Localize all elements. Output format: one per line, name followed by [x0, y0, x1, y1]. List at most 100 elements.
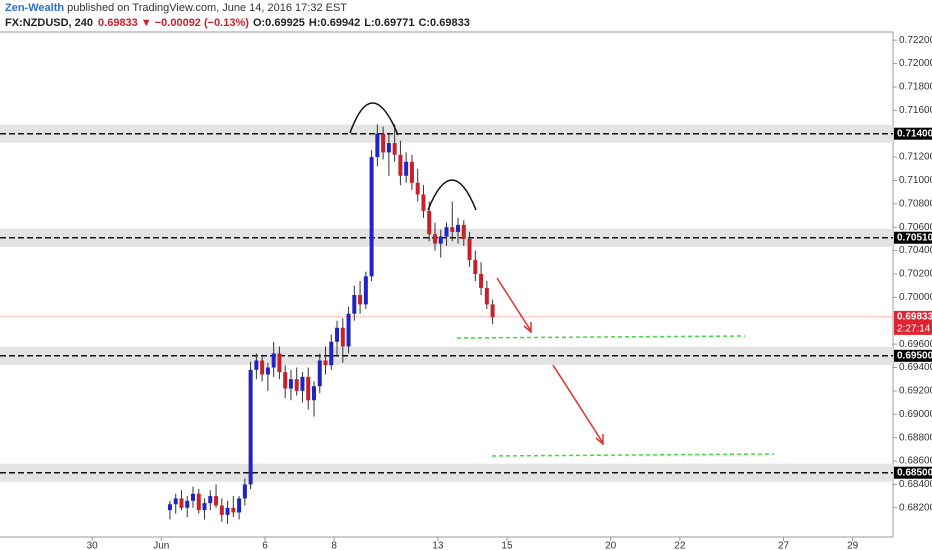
- candle-body: [352, 295, 357, 314]
- candle-body: [369, 157, 374, 277]
- level-label: 0.70510: [897, 232, 932, 243]
- candle-body: [386, 143, 391, 153]
- x-tick-label: 29: [847, 541, 859, 550]
- y-tick-label: 0.69400: [899, 362, 932, 373]
- header-line: Zen-Wealth published on TradingView.com,…: [5, 2, 347, 14]
- x-tick-label: 30: [87, 541, 99, 550]
- target-line: [456, 335, 746, 339]
- candle-body: [479, 273, 484, 289]
- y-tick-label: 0.69000: [899, 409, 932, 420]
- ohlc-line: FX:NZDUSD, 240 0.69833 ▼ −0.00092 (−0.13%)…: [5, 17, 470, 29]
- candle-body: [288, 379, 293, 389]
- author: Zen-Wealth: [5, 2, 64, 14]
- candle-body: [329, 341, 334, 366]
- candle-body: [358, 295, 363, 305]
- x-tick-label: 22: [674, 541, 686, 550]
- candle-body: [283, 372, 288, 389]
- y-tick-label: 0.70200: [899, 269, 932, 280]
- arrow-head: [523, 322, 532, 334]
- candle-body: [444, 227, 449, 237]
- y-tick-label: 0.70600: [899, 222, 932, 233]
- candle-body: [473, 259, 478, 274]
- price-label-box: [894, 310, 932, 335]
- candle-body: [317, 360, 322, 387]
- candle-body: [409, 161, 414, 183]
- candle-body: [294, 379, 299, 391]
- candle-body: [490, 304, 495, 318]
- x-tick-label: Jun: [153, 541, 169, 550]
- y-tick-label: 0.72200: [899, 35, 932, 46]
- candle-body: [323, 360, 328, 366]
- candle-body: [208, 496, 213, 504]
- y-tick-label: 0.71800: [899, 82, 932, 93]
- low: L:0.69771: [364, 17, 414, 29]
- candle-body: [173, 498, 178, 505]
- x-tick-label: 15: [501, 541, 513, 550]
- x-tick-label: 8: [331, 541, 337, 550]
- candle-body: [265, 367, 270, 375]
- candle-body: [427, 210, 432, 235]
- candle-body: [179, 498, 184, 508]
- x-tick-label: 13: [432, 541, 444, 550]
- candle-body: [346, 313, 351, 347]
- arrow-head: [595, 434, 604, 446]
- candle-body: [461, 224, 466, 239]
- candle-body: [242, 484, 247, 499]
- y-tick-label: 0.71600: [899, 105, 932, 116]
- candle-body: [335, 327, 340, 342]
- symbol: FX:NZDUSD, 240: [5, 17, 93, 29]
- published: published on TradingView.com, June 14, 2…: [64, 2, 347, 14]
- candle-body: [231, 507, 236, 513]
- candle-body: [375, 133, 380, 158]
- candle-body: [484, 288, 489, 305]
- candle-body: [311, 386, 316, 401]
- candle-body: [219, 505, 224, 515]
- candle-body: [254, 360, 259, 370]
- y-tick-label: 0.69200: [899, 386, 932, 397]
- candle-body: [306, 376, 311, 401]
- candle-body: [237, 498, 242, 513]
- target-line: [491, 453, 775, 457]
- candle-body: [398, 154, 403, 176]
- candle-body: [277, 353, 282, 373]
- y-tick-label: 0.70400: [899, 245, 932, 256]
- candle-body: [363, 276, 368, 305]
- high: H:0.69942: [309, 17, 360, 29]
- candle-body: [450, 227, 455, 232]
- x-tick-label: 27: [778, 541, 790, 550]
- candle-body: [415, 182, 420, 195]
- candle-body: [191, 493, 196, 501]
- close: C:0.69833: [418, 17, 469, 29]
- candle-body: [260, 360, 265, 375]
- level-label-box: [894, 127, 932, 140]
- arrow: [552, 364, 604, 444]
- level-label: 0.68500: [897, 467, 932, 478]
- open: O:0.69925: [253, 17, 305, 29]
- candle-body: [392, 143, 397, 155]
- x-tick-label: 20: [605, 541, 617, 550]
- candle-body: [196, 493, 201, 511]
- candle-body: [214, 496, 219, 506]
- candle-body: [202, 503, 207, 511]
- level-label-box: [894, 349, 932, 362]
- last: 0.69833: [98, 17, 138, 29]
- y-tick-label: 0.68200: [899, 502, 932, 513]
- y-tick-label: 0.72000: [899, 58, 932, 69]
- y-tick-label: 0.68600: [899, 456, 932, 467]
- level-label: 0.69500: [897, 350, 932, 361]
- change: ▼ −0.00092 (−0.13%): [141, 17, 249, 29]
- candle-body: [225, 507, 230, 515]
- x-tick-label: 6: [262, 541, 268, 550]
- candle-body: [381, 133, 386, 153]
- candle-body: [404, 161, 409, 176]
- candle-body: [271, 353, 276, 368]
- candle-body: [467, 238, 472, 260]
- level-label-box: [894, 231, 932, 244]
- candle-body: [438, 236, 443, 244]
- y-tick-label: 0.71000: [899, 175, 932, 186]
- y-tick-label: 0.70000: [899, 292, 932, 303]
- y-tick-label: 0.69600: [899, 339, 932, 350]
- price-label: 0.69833: [897, 312, 932, 323]
- arrow: [496, 277, 532, 332]
